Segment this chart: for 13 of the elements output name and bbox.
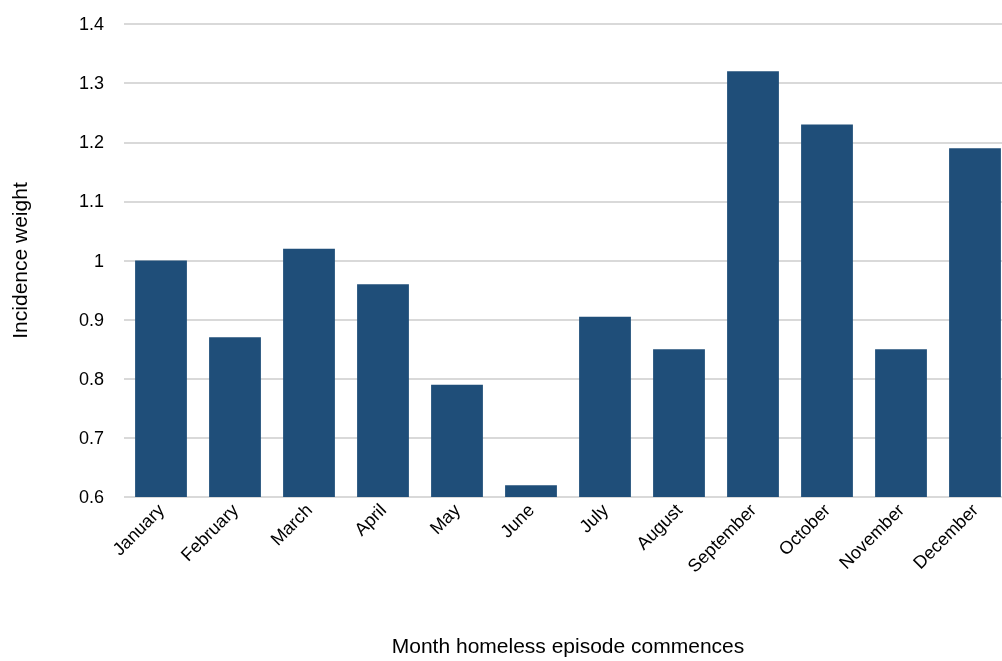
y-tick-label: 1.1 xyxy=(78,191,104,212)
x-tick-label: May xyxy=(425,499,465,539)
y-axis-title: Incidence weight xyxy=(8,182,31,339)
y-tick-label: 1.4 xyxy=(78,14,104,34)
x-axis-title: Month homeless episode commences xyxy=(391,634,745,657)
y-tick-label: 0.6 xyxy=(78,487,104,507)
y-tick-label: 0.9 xyxy=(78,309,104,330)
y-tick-label: 1 xyxy=(93,250,104,271)
y-tick-label: 0.8 xyxy=(78,368,104,389)
y-tick-label: 0.7 xyxy=(78,427,104,448)
y-tick-label: 1.3 xyxy=(78,73,104,94)
x-tick-label: July xyxy=(575,499,613,537)
y-tick-label: 1.2 xyxy=(78,132,104,153)
